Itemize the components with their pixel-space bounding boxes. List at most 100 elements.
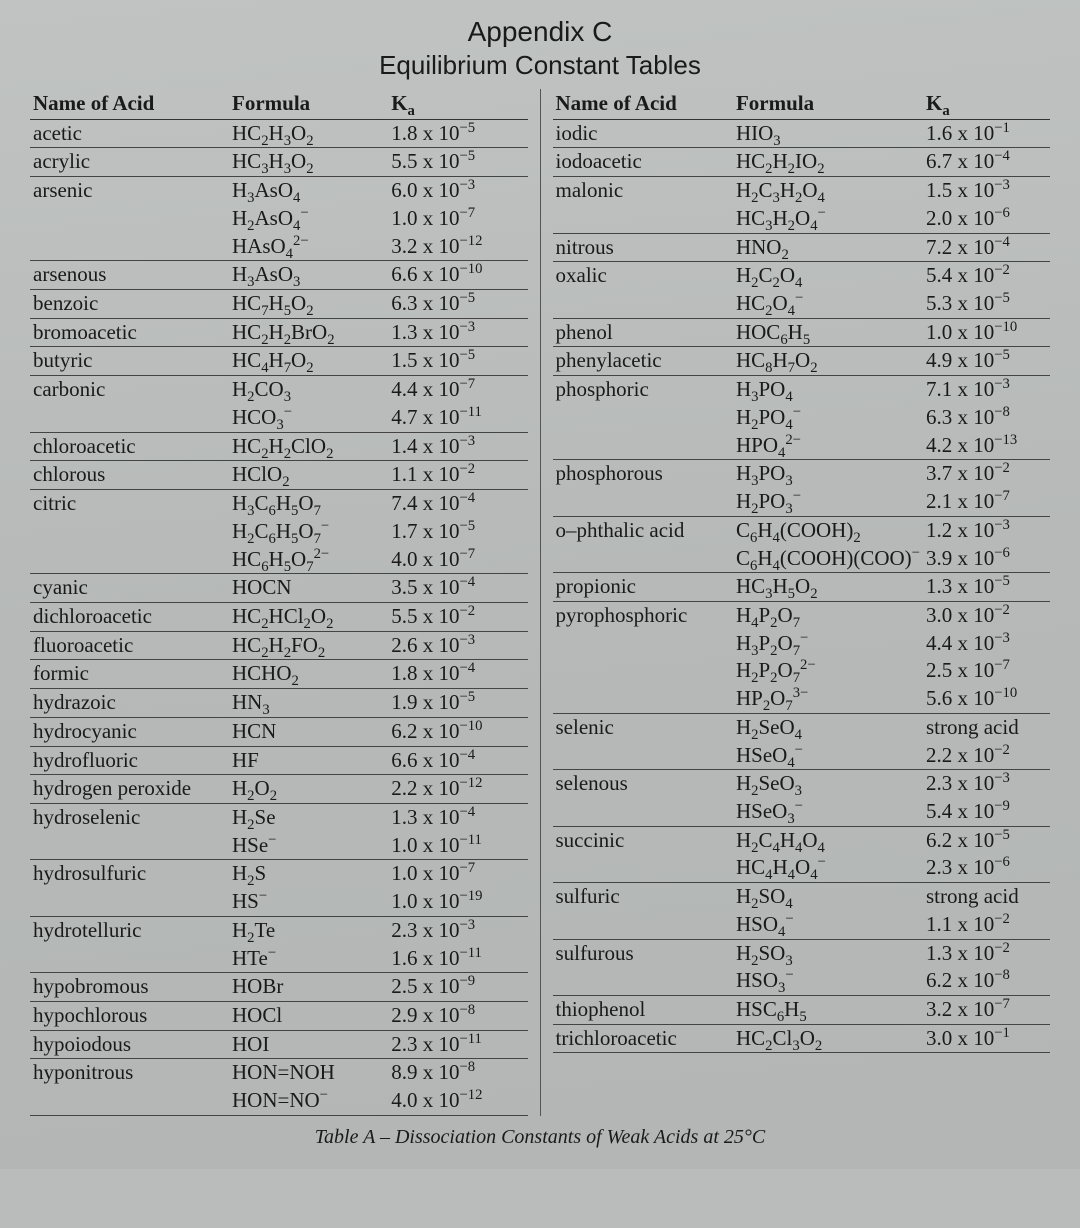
acid-ka: 2.2 x 10−2 (923, 742, 1050, 770)
table-row: arsenousH3AsO36.6 x 10−10 (30, 261, 528, 290)
acid-name: chlorous (30, 461, 229, 490)
acid-name: nitrous (553, 233, 733, 262)
acid-ka: 7.2 x 10−4 (923, 233, 1050, 262)
acid-name (30, 205, 229, 233)
acid-name (553, 657, 733, 685)
acid-name (30, 233, 229, 261)
acid-ka: 4.0 x 10−12 (388, 1087, 527, 1115)
acid-formula: HN3 (229, 689, 388, 718)
table-columns: Name of Acid Formula Ka aceticHC2H3O21.8… (30, 89, 1050, 1116)
acid-formula: HC8H7O2 (733, 347, 923, 376)
page: Appendix C Equilibrium Constant Tables N… (0, 0, 1080, 1169)
acid-ka: 2.3 x 10−3 (923, 770, 1050, 798)
table-row: hydrofluoricHF6.6 x 10−4 (30, 746, 528, 775)
acid-ka: 1.2 x 10−3 (923, 516, 1050, 544)
col-header-ka: Ka (923, 89, 1050, 119)
acid-formula: HC4H4O4− (733, 854, 923, 882)
acid-formula: HC6H5O72− (229, 546, 388, 574)
acid-ka: 6.2 x 10−10 (388, 717, 527, 746)
acid-name: hydrofluoric (30, 746, 229, 775)
table-row: iodoaceticHC2H2IO26.7 x 10−4 (553, 148, 1051, 177)
acid-formula: HC2Cl3O2 (733, 1024, 923, 1053)
acid-ka: 3.0 x 10−2 (923, 601, 1050, 629)
table-row: hydrazoicHN31.9 x 10−5 (30, 689, 528, 718)
acid-formula: HOCl (229, 1002, 388, 1031)
table-row: phenolHOC6H51.0 x 10−10 (553, 318, 1051, 347)
acid-name: bromoacetic (30, 318, 229, 347)
acid-formula: H2O2 (229, 775, 388, 804)
acid-name: chloroacetic (30, 432, 229, 461)
acid-name: cyanic (30, 574, 229, 603)
table-row: hypochlorousHOCl2.9 x 10−8 (30, 1002, 528, 1031)
acid-name: benzoic (30, 290, 229, 319)
acid-name (553, 404, 733, 432)
acid-formula: H4P2O7 (733, 601, 923, 629)
acid-ka: 6.6 x 10−4 (388, 746, 527, 775)
acid-ka: 6.3 x 10−8 (923, 404, 1050, 432)
acid-ka: 7.1 x 10−3 (923, 376, 1050, 404)
acid-ka: 2.0 x 10−6 (923, 205, 1050, 233)
acid-formula: HAsO42− (229, 233, 388, 261)
table-row: hypoiodousHOI2.3 x 10−11 (30, 1030, 528, 1059)
acid-name (30, 518, 229, 546)
acid-ka: 4.4 x 10−3 (923, 630, 1050, 658)
acid-formula: HNO2 (733, 233, 923, 262)
table-row: HP2O73−5.6 x 10−10 (553, 685, 1051, 713)
acid-formula: HC2H3O2 (229, 119, 388, 148)
acid-ka: 1.6 x 10−11 (388, 945, 527, 973)
acid-name: selenous (553, 770, 733, 798)
left-column: Name of Acid Formula Ka aceticHC2H3O21.8… (30, 89, 541, 1116)
acid-name (30, 404, 229, 432)
acid-ka: 1.0 x 10−7 (388, 205, 527, 233)
table-row: hypobromousHOBr2.5 x 10−9 (30, 973, 528, 1002)
table-row: butyricHC4H7O21.5 x 10−5 (30, 347, 528, 376)
acid-formula: H3AsO4 (229, 177, 388, 205)
acid-formula: HC2H2ClO2 (229, 432, 388, 461)
acid-ka: 8.9 x 10−8 (388, 1059, 527, 1087)
acid-name (553, 798, 733, 826)
acid-formula: HPO42− (733, 432, 923, 460)
acid-ka: 2.2 x 10−12 (388, 775, 527, 804)
acid-name: iodic (553, 119, 733, 148)
appendix-title: Appendix C (30, 16, 1050, 48)
acid-name (30, 888, 229, 916)
acid-ka: 3.5 x 10−4 (388, 574, 527, 603)
acid-name (553, 967, 733, 995)
acid-formula: HSC6H5 (733, 996, 923, 1025)
col-header-formula: Formula (733, 89, 923, 119)
table-row: H2C6H5O7−1.7 x 10−5 (30, 518, 528, 546)
table-row: succinicH2C4H4O46.2 x 10−5 (553, 826, 1051, 854)
acid-formula: C6H4(COOH)(COO)− (733, 545, 923, 573)
acid-name: carbonic (30, 376, 229, 404)
acid-formula: H2SeO3 (733, 770, 923, 798)
acid-name: acetic (30, 119, 229, 148)
table-row: hyponitrousHON=NOH8.9 x 10−8 (30, 1059, 528, 1087)
acid-formula: HC3H3O2 (229, 148, 388, 177)
acid-formula: HCHO2 (229, 660, 388, 689)
acid-name (553, 742, 733, 770)
table-row: sulfurousH2SO31.3 x 10−2 (553, 939, 1051, 967)
acid-ka: 1.7 x 10−5 (388, 518, 527, 546)
acid-name: fluoroacetic (30, 631, 229, 660)
table-row: H3P2O7−4.4 x 10−3 (553, 630, 1051, 658)
table-row: HSO3−6.2 x 10−8 (553, 967, 1051, 995)
acid-name: hypochlorous (30, 1002, 229, 1031)
acid-name: hydrogen peroxide (30, 775, 229, 804)
acid-name: hydroselenic (30, 803, 229, 831)
acid-ka: 1.3 x 10−2 (923, 939, 1050, 967)
acid-ka: 4.0 x 10−7 (388, 546, 527, 574)
acid-name: arsenous (30, 261, 229, 290)
table-row: phenylaceticHC8H7O24.9 x 10−5 (553, 347, 1051, 376)
acid-formula: H2SeO4 (733, 713, 923, 741)
acid-ka: 4.7 x 10−11 (388, 404, 527, 432)
acid-formula: H2C4H4O4 (733, 826, 923, 854)
acid-ka: 1.8 x 10−5 (388, 119, 527, 148)
acid-name: arsenic (30, 177, 229, 205)
table-row: aceticHC2H3O21.8 x 10−5 (30, 119, 528, 148)
acid-ka: 5.4 x 10−9 (923, 798, 1050, 826)
acid-name: sulfurous (553, 939, 733, 967)
acid-formula: HOBr (229, 973, 388, 1002)
acid-ka: 2.3 x 10−11 (388, 1030, 527, 1059)
acid-ka: 4.4 x 10−7 (388, 376, 527, 404)
acid-ka: 1.3 x 10−4 (388, 803, 527, 831)
